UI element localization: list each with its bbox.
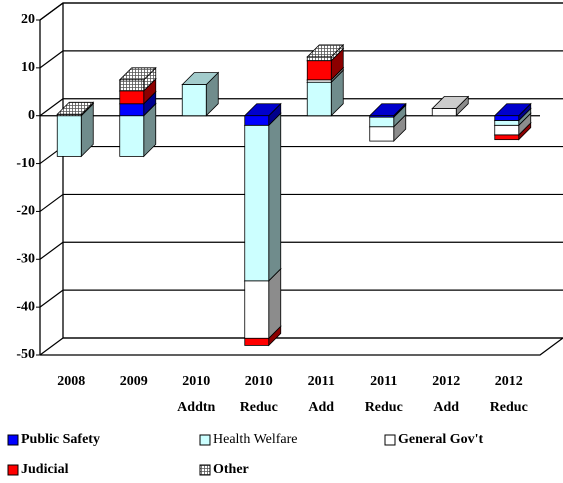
x-tick-label-line: 2011 — [370, 374, 397, 389]
bar — [244, 280, 270, 339]
bar — [369, 115, 395, 118]
grid-line — [39, 241, 563, 260]
bar-segment — [181, 71, 220, 117]
y-tick-label: -30 — [16, 252, 35, 267]
x-tick-label-line: 2010 — [245, 374, 273, 389]
x-tick-label-line: 2012 — [432, 374, 460, 389]
bar-segment — [56, 101, 95, 117]
legend-label: Other — [213, 462, 249, 477]
bar — [244, 115, 270, 126]
y-tick-label: 20 — [21, 12, 35, 27]
bar — [369, 116, 395, 128]
x-tick-label: 2012 Reduc — [490, 374, 528, 415]
bar — [306, 60, 332, 81]
y-tick-label: -50 — [16, 347, 35, 362]
legend-swatch — [7, 434, 19, 446]
y-tick-label: 10 — [21, 60, 35, 75]
bar-segment — [368, 102, 407, 119]
grid-line — [39, 98, 563, 117]
bar — [369, 126, 395, 142]
y-tick-label: -20 — [16, 204, 35, 219]
y-tick-label: -10 — [16, 156, 35, 171]
bar-side — [268, 112, 282, 282]
bar — [494, 124, 520, 136]
x-tick-label: 2010 Addtn — [177, 374, 215, 415]
bar — [119, 90, 145, 105]
bar-segment — [493, 102, 532, 122]
x-tick-label-line: Addtn — [177, 400, 215, 415]
bar — [181, 84, 207, 117]
y-tick-label: 0 — [28, 108, 35, 123]
legend-swatch — [199, 434, 211, 446]
grid-line — [39, 145, 563, 165]
x-tick-label: 2011 Add — [308, 374, 335, 415]
legend-label: Public Safety — [21, 432, 100, 447]
bar — [244, 124, 270, 282]
legend-swatch — [199, 464, 211, 476]
x-tick-label-line: 2010 — [182, 374, 210, 389]
x-tick-label: 2010 Reduc — [240, 374, 278, 415]
x-tick-label: 2011 Reduc — [365, 374, 403, 415]
x-tick-label-line: 2012 — [495, 374, 523, 389]
bar — [119, 103, 145, 117]
grid-line — [39, 50, 563, 69]
bar-segment — [118, 66, 157, 92]
x-tick-label-line: Add — [308, 400, 334, 415]
bar — [244, 337, 270, 346]
x-tick-label: 2012 Add — [432, 374, 460, 415]
bar — [306, 81, 332, 117]
bar — [56, 115, 82, 157]
grid-line — [39, 193, 563, 212]
bar — [494, 120, 520, 126]
bar — [56, 113, 82, 117]
legend-label: Judicial — [21, 462, 69, 477]
bar-segment — [431, 95, 470, 117]
grid-line — [39, 289, 563, 308]
bar — [119, 115, 145, 157]
bar — [494, 134, 520, 141]
back-wall-frame — [39, 2, 563, 356]
x-tick-label-line: 2011 — [308, 374, 335, 389]
x-tick-label: 2008 — [57, 374, 85, 389]
legend-swatch — [384, 434, 396, 446]
legend-label: Health Welfare — [213, 432, 298, 447]
bar — [119, 79, 145, 92]
x-tick-label-line: Reduc — [490, 400, 528, 415]
x-tick-label-line: Reduc — [240, 400, 278, 415]
bar-segment — [243, 112, 282, 282]
grid-line — [39, 2, 563, 21]
bar — [494, 115, 520, 121]
bar-segment — [243, 102, 282, 127]
bar — [431, 108, 457, 117]
grid-line — [39, 337, 563, 356]
x-tick-label-line: Add — [433, 400, 459, 415]
x-tick-label-line: Reduc — [365, 400, 403, 415]
legend-label: General Gov't — [398, 432, 483, 447]
bar — [306, 56, 332, 62]
legend-swatch — [7, 464, 19, 476]
y-tick-label: -40 — [16, 299, 35, 314]
x-tick-label: 2009 — [120, 374, 148, 389]
bar-segment — [306, 43, 345, 62]
